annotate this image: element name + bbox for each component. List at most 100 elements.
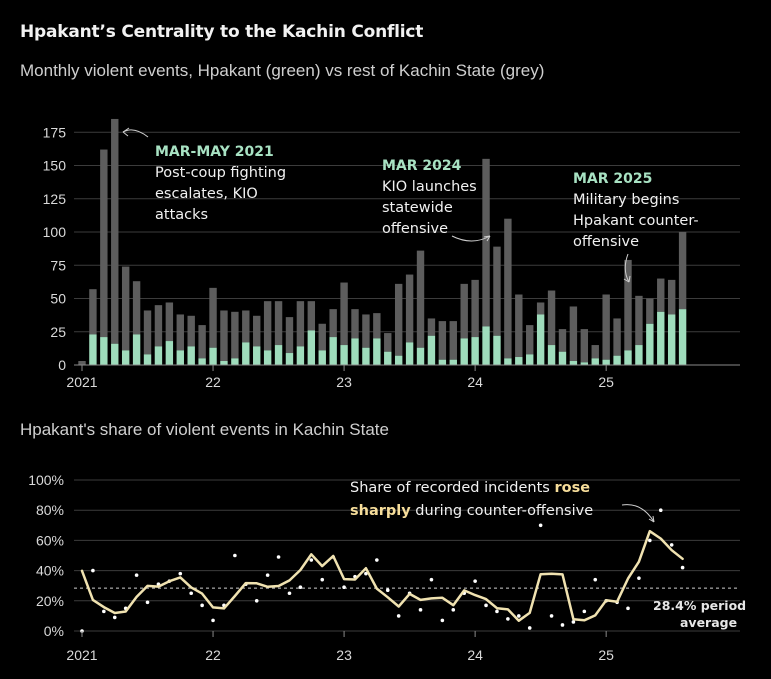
share-dot bbox=[254, 599, 259, 603]
share-annotation: Share of recorded incidents rose sharply… bbox=[350, 480, 655, 523]
share-note-line2: sharply during counter-offensive bbox=[350, 503, 593, 519]
y-tick-label: 25 bbox=[50, 324, 66, 340]
share-dot bbox=[309, 558, 314, 562]
bar-hpakant-2023-05 bbox=[384, 351, 392, 365]
bar-rest-2023-03 bbox=[362, 314, 370, 348]
bar-hpakant-2023-06 bbox=[394, 355, 403, 365]
bar-rest-2025-02 bbox=[613, 318, 621, 356]
bar-hpakant-2022-11 bbox=[318, 350, 326, 365]
share-dot bbox=[571, 620, 576, 624]
bar-rest-2023-04 bbox=[373, 313, 381, 339]
bar-rest-2023-12 bbox=[460, 283, 468, 339]
bar-hpakant-2025-07 bbox=[667, 314, 676, 365]
share-dot bbox=[364, 571, 368, 576]
bar-rest-2025-06 bbox=[657, 278, 665, 312]
x-tick-label: 25 bbox=[598, 374, 614, 390]
y-tick-label: 0 bbox=[58, 357, 66, 373]
share-dot bbox=[440, 618, 445, 623]
share-note-text: during counter-offensive bbox=[411, 503, 593, 519]
bar-hpakant-2024-05 bbox=[515, 357, 523, 365]
share-dot bbox=[593, 577, 598, 582]
share-dot bbox=[320, 577, 325, 582]
bar-hpakant-2022-12 bbox=[329, 337, 337, 365]
y-tick-label: 50 bbox=[50, 291, 66, 307]
annotation-arrow bbox=[624, 253, 630, 283]
share-dot bbox=[418, 608, 423, 612]
bar-hpakant-2021-04 bbox=[111, 343, 119, 365]
share-chart-x-axis: 2021 22 23 24 25 bbox=[66, 631, 614, 663]
bar-hpakant-2022-05 bbox=[253, 346, 261, 365]
bar-hpakant-2022-10 bbox=[307, 330, 316, 365]
bar-hpakant-2022-08 bbox=[285, 353, 294, 365]
share-dot bbox=[560, 623, 565, 627]
x-tick-label: 24 bbox=[467, 374, 483, 390]
bar-hpakant-2025-05 bbox=[646, 323, 654, 365]
bar-rest-2025-05 bbox=[646, 298, 654, 324]
y-tick-label: 40% bbox=[36, 563, 64, 579]
y-tick-label: 0% bbox=[44, 623, 64, 639]
bar-rest-2022-03 bbox=[231, 311, 239, 359]
share-dot bbox=[506, 617, 510, 621]
bar-rest-2021-09 bbox=[165, 302, 174, 342]
y-tick-label: 20% bbox=[36, 593, 64, 609]
bar-hpakant-2021-10 bbox=[176, 350, 184, 365]
share-dot bbox=[626, 606, 630, 611]
bar-rest-2023-02 bbox=[351, 309, 359, 339]
bar-rest-2022-08 bbox=[285, 317, 294, 354]
bar-chart-y-axis: 0 25 50 75 100 125 150 175 bbox=[43, 124, 67, 373]
annotation-head: MAR 2025 bbox=[573, 171, 652, 187]
share-note-line1: Share of recorded incidents rose bbox=[350, 480, 590, 496]
share-dot bbox=[527, 626, 532, 630]
share-chart-y-axis: 0% 20% 40% 60% 80% 100% bbox=[28, 472, 64, 639]
bar-rest-2025-04 bbox=[635, 295, 643, 346]
bar-rest-2023-05 bbox=[384, 333, 392, 352]
arrowhead-icon bbox=[623, 275, 631, 283]
bar-rest-2022-05 bbox=[253, 315, 261, 347]
share-dot bbox=[112, 615, 117, 620]
bar-hpakant-2021-08 bbox=[154, 346, 163, 365]
bar-hpakant-2025-06 bbox=[657, 311, 665, 365]
bar-rest-2021-01 bbox=[78, 361, 86, 365]
annotation-arrow bbox=[122, 129, 149, 138]
share-dot bbox=[582, 609, 587, 614]
bar-hpakant-2023-02 bbox=[351, 338, 359, 365]
x-tick-label: 22 bbox=[205, 647, 221, 663]
bar-hpakant-2022-09 bbox=[296, 346, 305, 365]
bar-rest-2024-04 bbox=[504, 218, 512, 359]
bar-rest-2025-07 bbox=[667, 279, 676, 315]
bar-rest-2024-02 bbox=[482, 158, 490, 327]
annotation-line: statewide bbox=[382, 200, 453, 216]
bar-hpakant-2023-11 bbox=[449, 359, 457, 365]
y-tick-label: 100% bbox=[28, 472, 64, 488]
bar-hpakant-2022-07 bbox=[274, 345, 283, 365]
bar-hpakant-2021-03 bbox=[100, 337, 108, 365]
share-dot bbox=[265, 573, 270, 577]
bar-hpakant-2024-07 bbox=[536, 314, 545, 365]
bar-hpakant-2021-05 bbox=[121, 350, 130, 365]
annotation-line: escalates, KIO bbox=[155, 186, 258, 202]
bar-hpakant-2025-08 bbox=[678, 309, 687, 365]
x-tick-label: 2021 bbox=[66, 374, 97, 390]
share-dot bbox=[134, 573, 139, 577]
bar-hpakant-2023-03 bbox=[362, 347, 370, 365]
share-dot bbox=[495, 609, 499, 614]
share-dot bbox=[375, 558, 379, 562]
bar-hpakant-2024-03 bbox=[493, 335, 501, 365]
share-dot bbox=[233, 553, 237, 558]
bar-hpakant-2024-06 bbox=[526, 354, 534, 365]
bar-rest-2023-10 bbox=[438, 321, 447, 360]
annotation-line: KIO launches bbox=[382, 179, 477, 195]
share-dot bbox=[189, 591, 193, 596]
share-dot bbox=[637, 576, 641, 580]
share-dot bbox=[178, 571, 183, 576]
chart-title: Hpakant’s Centrality to the Kachin Confl… bbox=[20, 22, 424, 42]
share-dot bbox=[648, 538, 652, 543]
annotation-line: Hpakant counter- bbox=[573, 213, 699, 229]
bar-hpakant-2024-11 bbox=[580, 362, 589, 365]
share-dot bbox=[91, 568, 95, 573]
annotation-arrow bbox=[621, 504, 655, 523]
y-tick-label: 150 bbox=[43, 158, 67, 174]
bar-rest-2022-02 bbox=[220, 310, 228, 362]
bar-hpakant-2024-01 bbox=[471, 337, 479, 365]
share-dot bbox=[342, 585, 346, 590]
